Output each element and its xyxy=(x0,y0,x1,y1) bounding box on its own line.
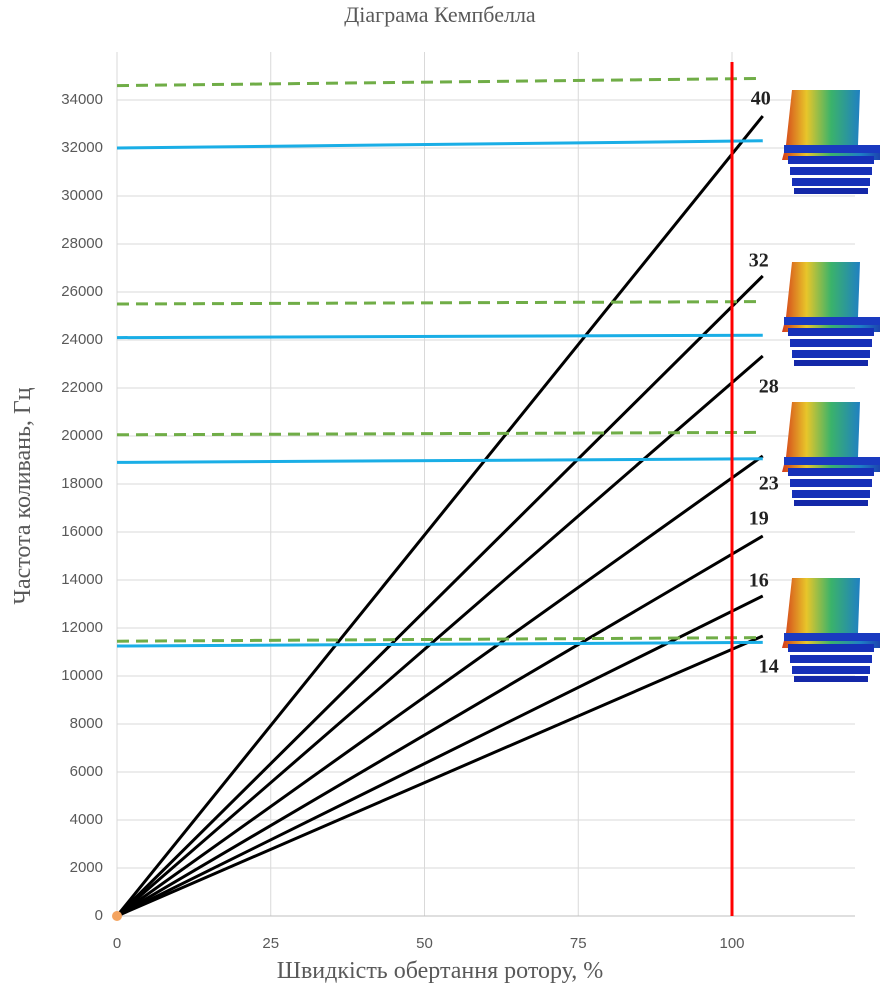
origin-dot xyxy=(112,911,122,921)
y-tick-label: 4000 xyxy=(70,811,103,828)
y-tick-label: 18000 xyxy=(61,475,103,492)
y-tick-label: 32000 xyxy=(61,139,103,156)
series-label: 16 xyxy=(749,570,769,592)
series-line xyxy=(115,274,764,918)
series-line xyxy=(115,115,764,917)
y-tick-label: 0 xyxy=(95,907,103,924)
y-tick-label: 6000 xyxy=(70,763,103,780)
series-line xyxy=(116,333,763,340)
series-line xyxy=(116,354,764,918)
y-tick-label: 26000 xyxy=(61,283,103,300)
series-line xyxy=(116,139,763,150)
series-label: 32 xyxy=(749,250,769,272)
series-line xyxy=(116,634,764,918)
series-line xyxy=(116,76,763,88)
y-tick-label: 28000 xyxy=(61,235,103,252)
y-tick-label: 8000 xyxy=(70,715,103,732)
y-tick-label: 2000 xyxy=(70,859,103,876)
y-tick-label: 12000 xyxy=(61,619,103,636)
series-line xyxy=(116,300,763,306)
y-tick-label: 24000 xyxy=(61,331,103,348)
x-tick-label: 25 xyxy=(262,935,279,952)
series-line xyxy=(116,534,764,918)
chart-title: Діаграма Кемпбелла xyxy=(344,2,536,27)
y-tick-label: 22000 xyxy=(61,379,103,396)
mode-image xyxy=(782,402,880,506)
mode-image xyxy=(782,90,880,194)
y-axis-label: Частота коливань, Гц xyxy=(10,387,36,604)
y-tick-label: 10000 xyxy=(61,667,103,684)
x-tick-label: 100 xyxy=(719,935,744,952)
series-line xyxy=(116,640,763,648)
series-line xyxy=(116,594,764,918)
y-tick-label: 16000 xyxy=(61,523,103,540)
series-line xyxy=(116,454,764,918)
y-tick-label: 30000 xyxy=(61,187,103,204)
series-label: 28 xyxy=(759,376,779,398)
x-tick-label: 50 xyxy=(416,935,433,952)
y-tick-label: 14000 xyxy=(61,571,103,588)
series-label: 40 xyxy=(751,88,771,110)
y-tick-label: 20000 xyxy=(61,427,103,444)
series-label: 19 xyxy=(749,508,769,530)
mode-image xyxy=(782,262,880,366)
y-tick-label: 34000 xyxy=(61,91,103,108)
series-line xyxy=(116,430,763,437)
x-axis-label: Швидкість обертання ротору, % xyxy=(277,958,604,984)
mode-image xyxy=(782,578,880,682)
x-tick-label: 75 xyxy=(570,935,587,952)
x-tick-label: 0 xyxy=(113,935,121,952)
series-label: 14 xyxy=(759,656,779,678)
series-label: 23 xyxy=(759,473,779,495)
series-line xyxy=(116,636,763,643)
series-line xyxy=(116,457,763,464)
